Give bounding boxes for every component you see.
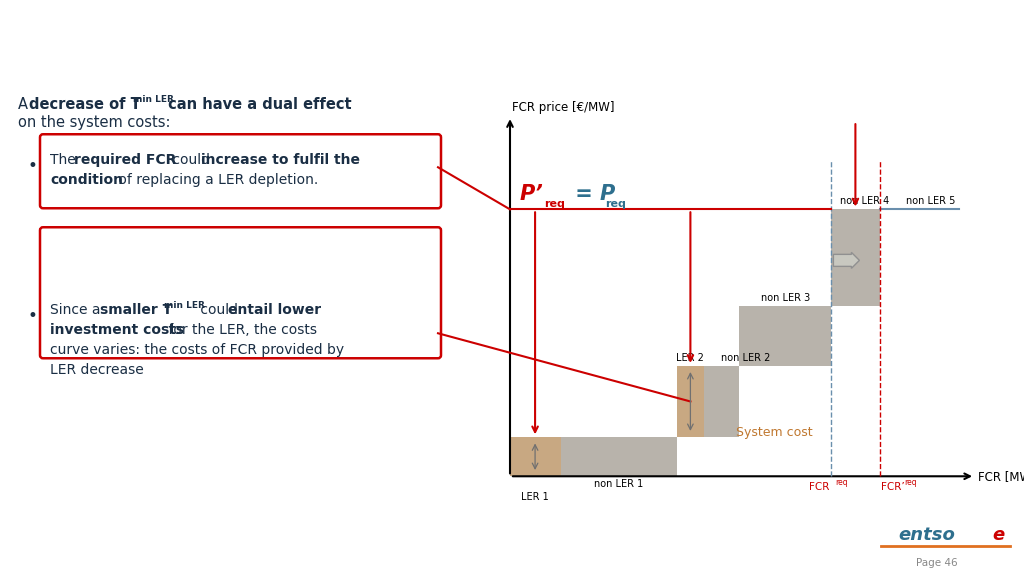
- Text: curve varies: the costs of FCR provided by: curve varies: the costs of FCR provided …: [50, 343, 344, 357]
- Text: non LER 1: non LER 1: [595, 479, 644, 489]
- Text: non LER 4: non LER 4: [840, 196, 889, 206]
- Text: min LER: min LER: [133, 95, 174, 104]
- Text: on the system costs:: on the system costs:: [18, 115, 171, 130]
- Text: could: could: [168, 153, 214, 167]
- Text: e: e: [992, 526, 1005, 544]
- Text: LER decrease: LER decrease: [50, 363, 143, 377]
- Bar: [677, 366, 703, 437]
- Text: condition: condition: [50, 173, 123, 187]
- Text: P’: P’: [520, 184, 544, 204]
- Text: FCR: FCR: [809, 482, 829, 492]
- Text: non LER 5: non LER 5: [906, 196, 955, 206]
- Text: req: req: [544, 199, 565, 209]
- Text: System cost: System cost: [735, 426, 812, 438]
- Text: The combination of the two effects changes the overall FCR system cost.: The combination of the two effects chang…: [196, 535, 823, 550]
- Text: Effects of time period on cost curves: Effects of time period on cost curves: [18, 60, 453, 84]
- Text: FCR’: FCR’: [881, 482, 904, 492]
- Text: •: •: [28, 307, 38, 325]
- Bar: [738, 306, 831, 366]
- Text: investment costs: investment costs: [50, 323, 184, 338]
- Bar: [831, 209, 880, 306]
- Text: CBA Methodology Proposal: CBA Methodology Proposal: [18, 19, 463, 47]
- Text: A: A: [18, 97, 33, 112]
- Text: entso: entso: [899, 526, 955, 544]
- Bar: [560, 437, 677, 476]
- Bar: [510, 437, 560, 476]
- Text: non LER 2: non LER 2: [721, 353, 771, 363]
- Text: required FCR: required FCR: [74, 153, 176, 167]
- Text: could: could: [196, 303, 243, 317]
- Text: LER 1: LER 1: [521, 492, 549, 502]
- Text: entail lower: entail lower: [228, 303, 322, 317]
- Text: can have a dual effect: can have a dual effect: [163, 97, 351, 112]
- Text: •: •: [28, 157, 38, 175]
- Text: req: req: [605, 199, 626, 209]
- FancyBboxPatch shape: [40, 134, 441, 209]
- Text: Page 46: Page 46: [916, 558, 957, 568]
- Text: req: req: [836, 478, 848, 487]
- Text: req: req: [904, 478, 918, 487]
- Text: decrease of T: decrease of T: [29, 97, 140, 112]
- Text: of replacing a LER depletion.: of replacing a LER depletion.: [114, 173, 318, 187]
- FancyBboxPatch shape: [40, 228, 441, 358]
- Text: Since a: Since a: [50, 303, 104, 317]
- Text: non LER 3: non LER 3: [761, 293, 810, 303]
- FancyArrow shape: [834, 252, 859, 268]
- Text: LER 2: LER 2: [677, 353, 705, 363]
- Text: smaller T: smaller T: [100, 303, 172, 317]
- Text: The: The: [50, 153, 80, 167]
- Bar: [703, 366, 738, 437]
- Text: FCR price [€/MW]: FCR price [€/MW]: [512, 101, 614, 114]
- Text: min LER: min LER: [164, 301, 205, 310]
- Text: = P: = P: [568, 184, 615, 204]
- Text: FCR [MW]: FCR [MW]: [978, 470, 1024, 483]
- Text: increase to fulfil the: increase to fulfil the: [201, 153, 360, 167]
- Text: for the LER, the costs: for the LER, the costs: [164, 323, 317, 338]
